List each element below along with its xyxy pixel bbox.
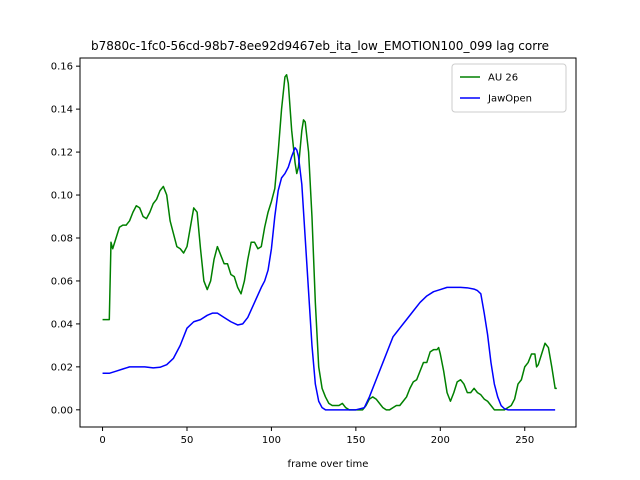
y-tick-label: 0.12 xyxy=(51,148,73,159)
legend-label: AU 26 xyxy=(488,73,518,84)
y-tick-label: 0.00 xyxy=(51,405,73,416)
x-axis: 0 50 100 150 200 250 xyxy=(99,427,534,446)
series-lines xyxy=(102,74,557,411)
y-tick-label: 0.08 xyxy=(51,233,73,244)
x-tick-label: 250 xyxy=(515,435,534,446)
y-tick-label: 0.16 xyxy=(51,62,73,73)
x-tick-label: 0 xyxy=(99,435,105,446)
x-tick-label: 100 xyxy=(262,435,281,446)
x-tick-label: 150 xyxy=(346,435,365,446)
y-tick-label: 0.04 xyxy=(51,319,73,330)
legend: AU 26 JawOpen xyxy=(451,63,567,113)
series-line-au-26 xyxy=(102,74,557,411)
y-tick-label: 0.02 xyxy=(51,362,73,373)
axes-frame xyxy=(79,57,577,428)
legend-label: JawOpen xyxy=(487,94,532,105)
y-axis: 0.00 0.02 0.04 0.06 0.08 0.10 0.12 0.14 0.16 xyxy=(51,62,80,416)
legend-box xyxy=(451,63,567,113)
x-tick-label: 200 xyxy=(431,435,450,446)
y-tick-label: 0.06 xyxy=(51,276,73,287)
chart-title: b7880c-1fc0-56cd-98b7-8ee92d9467eb_ita_l… xyxy=(91,39,549,53)
series-line-jawopen xyxy=(102,147,556,411)
x-tick-label: 50 xyxy=(181,435,194,446)
plot-area: 0 50 100 150 200 250 0.00 0.02 0.04 0.06 0.08 0.10… xyxy=(51,57,577,446)
x-axis-title: frame over time xyxy=(288,459,369,470)
y-tick-label: 0.14 xyxy=(51,105,73,116)
y-tick-label: 0.10 xyxy=(51,191,73,202)
